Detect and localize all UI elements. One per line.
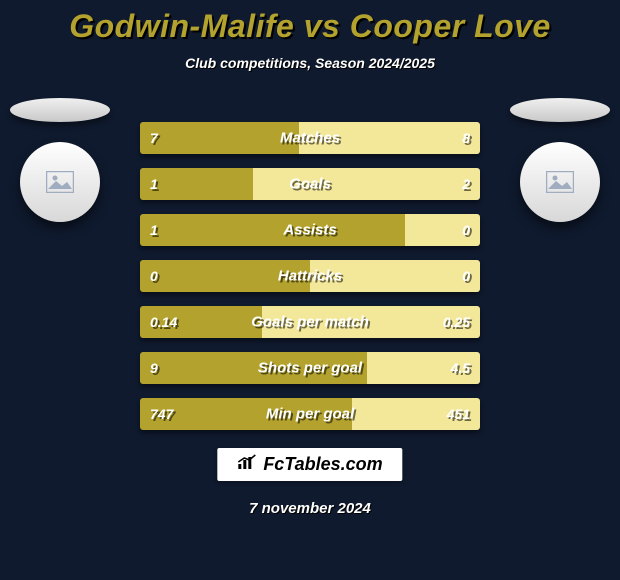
stat-bar-left	[140, 122, 299, 154]
image-placeholder-icon	[546, 171, 574, 193]
stat-bar-left	[140, 352, 367, 384]
stat-row: Assists10	[140, 214, 480, 246]
stat-row: Matches78	[140, 122, 480, 154]
stats-bars: Matches78 Goals12 Assists10 Hattricks00 Goal…	[140, 122, 480, 444]
stat-row: Goals per match0.140.25	[140, 306, 480, 338]
stat-bar-left	[140, 168, 253, 200]
stat-bar-right	[352, 398, 480, 430]
stat-bar-right	[405, 214, 480, 246]
image-placeholder-icon	[46, 171, 74, 193]
stat-bar-left	[140, 306, 262, 338]
page-title: Godwin-Malife vs Cooper Love	[0, 0, 620, 45]
chart-icon	[237, 454, 257, 475]
subtitle: Club competitions, Season 2024/2025	[0, 55, 620, 71]
stat-bar-right	[310, 260, 480, 292]
watermark: FcTables.com	[217, 448, 402, 481]
stat-bar-right	[262, 306, 480, 338]
stat-bar-right	[299, 122, 480, 154]
stat-bar-left	[140, 260, 310, 292]
stat-bar-right	[367, 352, 480, 384]
player-left-badge	[20, 142, 100, 222]
stat-row: Shots per goal94.5	[140, 352, 480, 384]
stat-row: Hattricks00	[140, 260, 480, 292]
stat-row: Goals12	[140, 168, 480, 200]
stat-row: Min per goal747451	[140, 398, 480, 430]
player-left-block	[10, 98, 110, 222]
stat-bar-left	[140, 214, 405, 246]
player-right-badge	[520, 142, 600, 222]
player-right-silhouette	[510, 98, 610, 122]
player-right-block	[510, 98, 610, 222]
player-left-silhouette	[10, 98, 110, 122]
stat-bar-left	[140, 398, 352, 430]
stat-bar-right	[253, 168, 480, 200]
date-text: 7 november 2024	[0, 500, 620, 517]
watermark-text: FcTables.com	[263, 454, 382, 475]
